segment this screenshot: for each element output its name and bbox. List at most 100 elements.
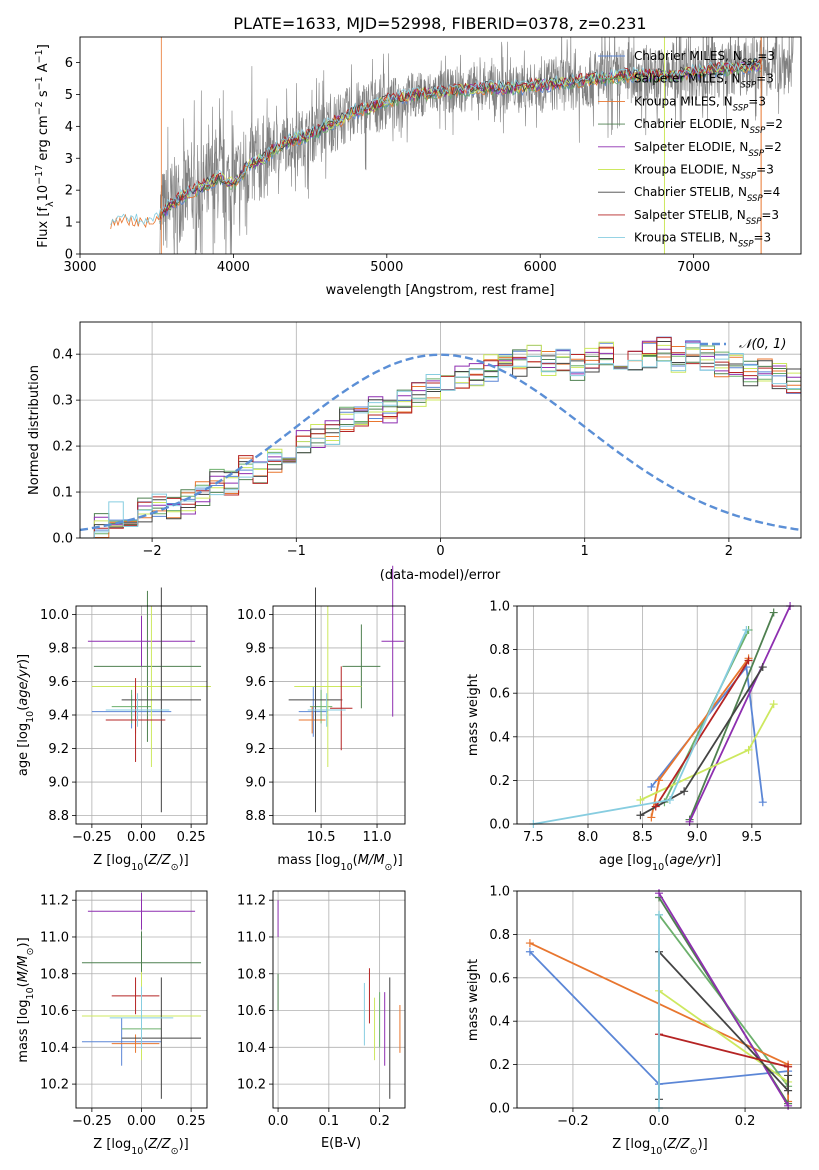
- mass-vs-ebv-xtick-label: 0.0: [268, 1114, 289, 1129]
- weight-vs-age-xlabel: age [log10(age/yr)]: [599, 853, 721, 873]
- mass-vs-ebv-ytick-label: 11.0: [237, 930, 266, 945]
- hist-xtick-label: 2: [725, 544, 733, 559]
- spectrum-frame: [79, 36, 802, 255]
- hist-xtick-label: −2: [143, 544, 162, 559]
- mass-vs-ebv-ytick-label: 10.4: [237, 1041, 266, 1056]
- weight-vs-z-series-line: [658, 1033, 789, 1068]
- age-vs-mass-ytick-label: 9.4: [245, 709, 266, 724]
- age-vs-z-frame: [75, 605, 208, 825]
- hist-xlabel: (data-model)/error: [380, 568, 501, 583]
- weight-vs-age-series-line: [639, 666, 764, 817]
- legend-entry: Salpeter MILES, NSSP=3: [634, 72, 774, 91]
- age-vs-z-ylabel: age [log10(age/yr)]: [16, 654, 36, 776]
- weight-vs-age-marker: [744, 745, 753, 754]
- spectrum-ytick-label: 0: [65, 248, 73, 263]
- ebv-xlabel: E(B-V): [321, 1136, 361, 1151]
- legend-entry: Chabrier STELIB, NSSP=4: [634, 185, 780, 204]
- age-vs-mass-ytick-label: 9.6: [245, 675, 266, 690]
- age-vs-mass-ytick-label: 10.0: [237, 608, 266, 623]
- weight-vs-age-xtick-label: 8.0: [578, 830, 599, 845]
- legend-entry: Salpeter ELODIE, NSSP=2: [634, 140, 782, 159]
- mass-vs-z-ytick-label: 10.8: [40, 967, 69, 982]
- spectrum-xtick-label: 5000: [370, 260, 403, 275]
- mass-vs-z-xtick-label: 0.00: [127, 1114, 156, 1129]
- hist-ytick-label: 0.2: [52, 440, 73, 455]
- observed-spectrum: [159, 37, 794, 254]
- weight-vs-age-marker: [665, 796, 674, 805]
- weight-vs-age-marker: [769, 700, 778, 709]
- mass-vs-ebv-frame: [272, 890, 406, 1109]
- mass-vs-z-ytick-label: 11.0: [40, 930, 69, 945]
- weight-vs-age-series-line: [650, 664, 764, 803]
- weight-vs-z-ytick-label: 0.2: [489, 1058, 510, 1073]
- hist-ytick-label: 0.0: [52, 532, 73, 547]
- hist-legend-label: 𝒩(0, 1): [739, 337, 786, 352]
- age-vs-z-ytick-label: 9.6: [48, 675, 69, 690]
- weight-vs-z-ytick-label: 0.6: [489, 971, 510, 986]
- weight-vs-z-xtick-label: 0.2: [735, 1114, 756, 1129]
- age-vs-mass-xtick-label: 11.0: [363, 830, 392, 845]
- residual-histogram: [80, 341, 801, 538]
- residual-histogram: [80, 337, 801, 538]
- weight-vs-age-ytick-label: 0.6: [489, 687, 510, 702]
- mass-vs-ebv-ytick-label: 10.2: [237, 1078, 266, 1093]
- weight-vs-z-marker: [784, 1086, 793, 1095]
- spectrum-ytick-label: 4: [65, 120, 73, 135]
- mass-vs-z-ytick-label: 11.2: [40, 894, 69, 909]
- legend-entry: Chabrier MILES, NSSP=3: [634, 49, 775, 68]
- weight-vs-age-marker: [655, 776, 663, 785]
- age-vs-z-xtick-label: 0.25: [177, 830, 206, 845]
- mass-vs-ebv-ytick-label: 11.2: [237, 894, 266, 909]
- spectrum-ytick-label: 3: [65, 152, 73, 167]
- weight-vs-age-ytick-label: 0.0: [489, 818, 510, 833]
- residual-histogram: [80, 342, 801, 538]
- weight-vs-z-xtick-label: 0.0: [649, 1114, 670, 1129]
- age-vs-mass-xlabel: mass [log10(M/M⊙)]: [277, 853, 402, 873]
- hist-ylabel: Normed distribution: [27, 365, 42, 495]
- weight-vs-age-xtick-label: 9.0: [687, 830, 708, 845]
- spectrum-xtick-label: 4000: [217, 260, 250, 275]
- model-fit-line: [110, 57, 763, 226]
- gaussian-curve: [80, 353, 801, 532]
- spectrum-title: PLATE=1633, MJD=52998, FIBERID=0378, z=0…: [233, 14, 646, 33]
- mass-vs-z-ytick-label: 10.6: [40, 1004, 69, 1019]
- weight-vs-z-ytick-label: 0.8: [489, 928, 510, 943]
- weight-vs-age-ytick-label: 0.8: [489, 643, 510, 658]
- weight-vs-age-ylabel: mass weight: [466, 674, 481, 756]
- weight-vs-z-series-line: [658, 892, 789, 1107]
- mass-vs-z-xtick-label: 0.25: [177, 1114, 206, 1129]
- weight-vs-z-marker: [525, 939, 534, 948]
- weight-vs-age-marker: [636, 796, 645, 805]
- weight-vs-z-ytick-label: 1.0: [489, 885, 510, 900]
- weight-vs-z-series-line: [658, 990, 789, 1083]
- mass-vs-z-ytick-label: 10.4: [40, 1041, 69, 1056]
- mass-vs-z-xlabel: Z [log10(Z/Z⊙)]: [93, 1137, 188, 1157]
- age-vs-mass-xtick-label: 10.5: [307, 830, 336, 845]
- spectrum-ylabel: Flux [fλ10−17 erg cm−2 s−1 A−1]: [34, 44, 56, 248]
- mass-vs-ebv-ytick-label: 10.8: [237, 967, 266, 982]
- weight-vs-z-marker: [784, 1062, 793, 1071]
- weight-vs-age-series-line: [688, 605, 791, 823]
- weight-vs-age-xtick-label: 9.5: [742, 830, 763, 845]
- spectrum-xlabel: wavelength [Angstrom, rest frame]: [326, 283, 555, 298]
- legend-entry: Kroupa MILES, NSSP=3: [634, 94, 766, 113]
- hist-ytick-label: 0.4: [52, 348, 73, 363]
- weight-vs-age-marker: [647, 782, 656, 791]
- weight-vs-age-marker: [758, 663, 767, 672]
- spectrum-ytick-label: 5: [65, 88, 73, 103]
- weight-vs-age-marker: [651, 802, 660, 811]
- hist-ytick-label: 0.3: [52, 394, 73, 409]
- mass-vs-z-ylabel: mass [log10(M/M⊙)]: [16, 937, 36, 1062]
- legend-entry: Salpeter STELIB, NSSP=3: [634, 208, 779, 227]
- spectrum-xtick-label: 6000: [524, 260, 557, 275]
- weight-vs-age-xtick-label: 8.5: [632, 830, 653, 845]
- age-vs-mass-ytick-label: 9.8: [245, 641, 266, 656]
- weight-vs-age-marker: [744, 656, 753, 665]
- weight-vs-age-marker: [769, 608, 778, 617]
- mass-vs-ebv-xtick-label: 0.1: [319, 1114, 340, 1129]
- mass-vs-ebv-ytick-label: 10.6: [237, 1004, 266, 1019]
- spectrum-xtick-label: 3000: [63, 260, 96, 275]
- age-vs-z-ytick-label: 8.8: [48, 809, 69, 824]
- age-vs-mass-ytick-label: 8.8: [245, 809, 266, 824]
- age-vs-z-xlabel: Z [log10(Z/Z⊙)]: [93, 853, 188, 873]
